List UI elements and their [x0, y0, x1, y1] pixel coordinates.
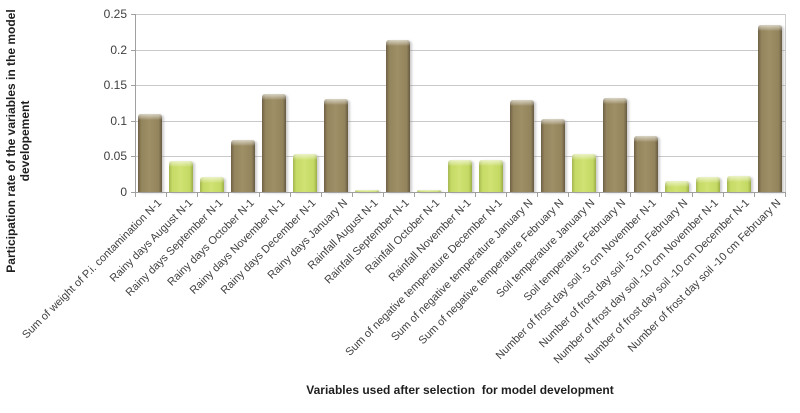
bar-12	[479, 160, 503, 192]
gridline-0.15	[135, 85, 785, 86]
x-tick-5	[290, 193, 291, 197]
x-tick-21	[785, 193, 786, 197]
bar-13	[510, 100, 534, 192]
x-tick-2	[197, 193, 198, 197]
plot-right-border	[785, 14, 786, 192]
y-tick-label-0.15: 0.15	[103, 78, 127, 92]
y-axis-title-line2: developement	[18, 100, 32, 182]
gridline-0.1	[135, 121, 785, 122]
bar-3	[200, 177, 224, 192]
y-tick-label-0.05: 0.05	[103, 149, 127, 163]
x-tick-1	[166, 193, 167, 197]
bar-16	[603, 98, 627, 192]
x-tick-15	[599, 193, 600, 197]
bar-20	[727, 176, 751, 192]
x-tick-13	[537, 193, 538, 197]
x-tick-20	[754, 193, 755, 197]
x-tick-7	[352, 193, 353, 197]
bar-8	[355, 190, 379, 192]
x-tick-8	[383, 193, 384, 197]
x-axis-title: Variables used after selection for model…	[306, 383, 614, 397]
gridline-0.25	[135, 14, 785, 15]
x-axis-line	[134, 192, 786, 193]
x-tick-9	[414, 193, 415, 197]
y-tick-label-0.25: 0.25	[103, 7, 127, 21]
bar-14	[541, 119, 565, 192]
y-axis-title-line1: Participation rate of the variables in t…	[4, 9, 18, 273]
y-tick-0.15	[131, 85, 135, 86]
y-tick-0.1	[131, 121, 135, 122]
x-tick-18	[692, 193, 693, 197]
bar-9	[386, 40, 410, 192]
x-tick-17	[661, 193, 662, 197]
x-tick-4	[259, 193, 260, 197]
bar-10	[417, 190, 441, 192]
bar-19	[696, 177, 720, 192]
bar-2	[169, 161, 193, 192]
y-tick-label-0.1: 0.1	[110, 114, 127, 128]
y-tick-0	[131, 192, 135, 193]
gridline-0.2	[135, 50, 785, 51]
bar-15	[572, 154, 596, 192]
bar-21	[758, 25, 782, 192]
x-tick-10	[445, 193, 446, 197]
bar-11	[448, 160, 472, 192]
bar-17	[634, 136, 658, 192]
bar-1	[138, 114, 162, 192]
x-tick-11	[475, 193, 476, 197]
x-tick-19	[723, 193, 724, 197]
y-tick-label-0: 0	[120, 185, 127, 199]
bar-5	[262, 94, 286, 192]
x-tick-12	[506, 193, 507, 197]
x-tick-16	[630, 193, 631, 197]
bar-7	[324, 99, 348, 192]
gridline-0.05	[135, 156, 785, 157]
y-axis-line	[135, 14, 136, 192]
y-tick-0.2	[131, 50, 135, 51]
x-tick-3	[228, 193, 229, 197]
y-tick-0.05	[131, 156, 135, 157]
y-tick-0.25	[131, 14, 135, 15]
bar-4	[231, 140, 255, 192]
y-axis-title: Participation rate of the variables in t…	[4, 0, 34, 301]
y-tick-label-0.2: 0.2	[110, 43, 127, 57]
x-tick-0	[135, 193, 136, 197]
x-tick-6	[321, 193, 322, 197]
bar-18	[665, 181, 689, 192]
x-tick-14	[568, 193, 569, 197]
bar-6	[293, 154, 317, 192]
